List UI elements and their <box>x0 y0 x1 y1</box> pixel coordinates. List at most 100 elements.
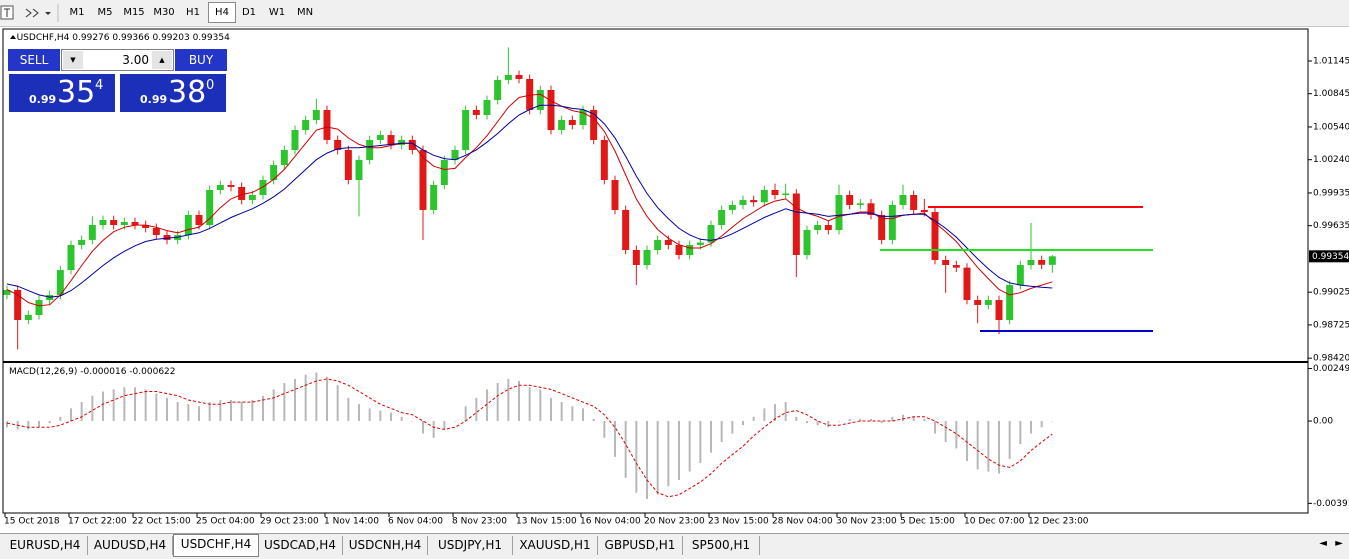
macd-bar <box>464 406 467 422</box>
candle-body <box>472 109 480 115</box>
macd-bar <box>742 421 744 426</box>
macd-bar <box>539 389 542 422</box>
candle-body <box>558 119 566 131</box>
candle-body <box>942 260 950 266</box>
candle-body <box>974 300 982 305</box>
candle-body <box>984 300 992 305</box>
timeframe-button[interactable]: W1 <box>268 7 286 18</box>
tab-scroll-left[interactable]: ◄ <box>1319 538 1327 549</box>
x-tick-label: 20 Nov 23:00 <box>644 517 705 527</box>
candle-body <box>707 225 715 243</box>
chart-tab[interactable]: EURUSD,H4 <box>3 536 88 555</box>
macd-bar <box>70 408 72 422</box>
macd-bar <box>710 421 712 453</box>
macd-bar <box>422 421 424 434</box>
candle-body <box>312 109 320 120</box>
candle-body <box>899 195 907 205</box>
candle-body <box>696 242 704 245</box>
chart-tab[interactable]: SP500,H1 <box>683 536 760 555</box>
macd-bar <box>390 412 392 422</box>
macd-bar <box>59 416 62 422</box>
y-tick-label: 0.98420 <box>1313 354 1349 364</box>
volume-up[interactable]: ▲ <box>152 51 172 69</box>
ask-price[interactable]: 0.99 38 0 <box>119 73 227 113</box>
chart-tab[interactable]: XAUUSD,H1 <box>513 536 598 555</box>
candle-body <box>568 119 576 126</box>
macd-bar <box>475 397 478 422</box>
y-tick-label: 0.99025 <box>1313 288 1349 298</box>
candle-body <box>387 135 395 145</box>
timeframe-button[interactable]: M30 <box>153 7 175 18</box>
candle-body <box>451 149 459 161</box>
chart-tab[interactable]: USDCHF,H4 <box>173 534 259 557</box>
macd-bar <box>38 421 40 428</box>
candle-body <box>878 214 886 240</box>
timeframe-button[interactable]: H4 <box>208 2 236 23</box>
chart-tab[interactable]: AUDUSD,H4 <box>88 536 173 555</box>
candle-body <box>259 179 267 196</box>
bid-small: 4 <box>95 78 104 93</box>
candle-body <box>195 214 203 226</box>
macd-bar <box>774 404 776 422</box>
bid-price[interactable]: 0.99 35 4 <box>8 73 116 113</box>
tab-scroll-right[interactable]: ► <box>1335 538 1343 549</box>
timeframe-button[interactable]: H1 <box>186 7 200 18</box>
timeframe-button[interactable]: D1 <box>241 7 257 18</box>
macd-bar <box>699 421 702 464</box>
candle-body <box>1048 256 1056 265</box>
macd-bar <box>432 421 435 438</box>
macd-bar <box>848 418 851 422</box>
candle-body <box>344 149 352 180</box>
chart-tab[interactable]: USDCAD,H4 <box>258 536 343 555</box>
timeframe-button[interactable]: M15 <box>123 7 145 18</box>
buy-button[interactable]: BUY <box>175 49 227 71</box>
macd-bar <box>816 421 819 426</box>
macd-bar <box>102 391 104 422</box>
timeframe-button[interactable]: MN <box>296 7 314 18</box>
candle-body <box>110 219 118 226</box>
macd-bar <box>251 399 254 422</box>
macd-bar <box>571 406 574 422</box>
chart-tab[interactable]: GBPUSD,H1 <box>598 536 683 555</box>
macd-bar <box>646 421 648 499</box>
x-tick-label: 29 Oct 23:00 <box>260 517 319 527</box>
candle-body <box>56 270 64 296</box>
bid-main: 35 <box>57 75 96 110</box>
ask-main: 38 <box>168 75 207 110</box>
x-tick-label: 8 Nov 23:00 <box>452 517 507 527</box>
macd-bar <box>1051 421 1054 422</box>
macd-header: MACD(12,26,9) -0.000016 -0.000622 <box>9 367 176 377</box>
macd-bar <box>667 421 670 487</box>
macd-bar <box>219 399 222 422</box>
chart-tab[interactable]: USDJPY,H1 <box>428 536 513 555</box>
sell-button[interactable]: SELL <box>8 49 60 71</box>
macd-bar <box>454 421 456 422</box>
candle-body <box>206 190 214 226</box>
macd-bar <box>496 383 499 422</box>
macd-bar <box>678 421 680 480</box>
macd-bar <box>784 402 787 422</box>
y-tick-label: 1.00845 <box>1313 89 1349 99</box>
chart-tab[interactable]: USDCNH,H4 <box>343 536 428 555</box>
timeframe-button[interactable]: M1 <box>69 7 85 18</box>
candle-body <box>590 109 598 140</box>
candle-body <box>483 100 491 115</box>
chart-header: USDCHF,H4 0.99276 0.99366 0.99203 0.9935… <box>8 33 230 43</box>
macd-bar <box>923 418 926 422</box>
volume-field[interactable]: ▼ 3.00 ▲ <box>61 49 174 71</box>
x-tick-label: 23 Nov 15:00 <box>708 517 769 527</box>
candle-body <box>750 200 758 203</box>
macd-bar <box>336 385 339 422</box>
macd-bar <box>688 421 691 472</box>
candle-body <box>270 165 278 180</box>
candle-body <box>1027 260 1035 266</box>
timeframe-button[interactable]: M5 <box>97 7 113 18</box>
macd-bar <box>80 402 83 422</box>
macd-bar <box>1040 421 1043 428</box>
x-tick-label: 15 Oct 2018 <box>4 517 60 527</box>
macd-bar <box>379 410 382 422</box>
candle-body <box>248 195 256 201</box>
volume-down[interactable]: ▼ <box>63 51 83 69</box>
current-price-box <box>1309 250 1349 263</box>
